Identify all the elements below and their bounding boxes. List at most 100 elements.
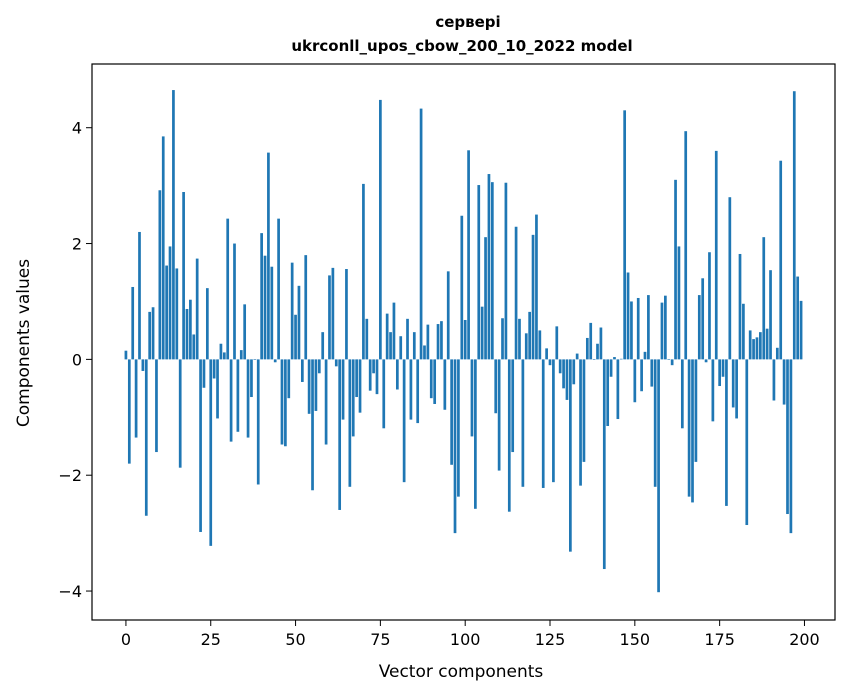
bar [792, 91, 796, 360]
bar [721, 359, 725, 377]
bar [426, 324, 430, 360]
y-tick-label: −4 [58, 582, 82, 601]
bar [555, 326, 559, 360]
bar [389, 332, 392, 360]
bar [124, 350, 128, 360]
y-axis-label: Components values [14, 259, 34, 427]
bar [307, 359, 311, 414]
bar [358, 359, 362, 413]
bar [477, 185, 481, 360]
bar [630, 301, 633, 360]
x-tick-label: 100 [450, 630, 481, 649]
bar [596, 343, 599, 360]
bar [691, 359, 694, 503]
bar [331, 267, 335, 360]
bar [619, 358, 623, 360]
bar [195, 258, 199, 360]
bar [569, 359, 572, 552]
bar [409, 359, 413, 420]
bar [345, 269, 348, 360]
bar [138, 231, 141, 360]
bar [365, 318, 369, 360]
bar [480, 306, 484, 360]
bar [406, 318, 409, 360]
bar [667, 359, 671, 360]
bar [185, 308, 189, 360]
bar [236, 359, 240, 432]
bar [189, 299, 192, 360]
bar-series [124, 90, 803, 593]
bar [151, 307, 155, 360]
bar [284, 359, 287, 447]
bar [711, 359, 715, 422]
bar [535, 214, 538, 360]
bar [165, 265, 168, 360]
bar [670, 359, 674, 366]
bar [450, 359, 453, 465]
bar [300, 359, 304, 382]
bar [297, 285, 301, 360]
bar [253, 359, 257, 360]
bar [127, 359, 131, 464]
bar [317, 359, 321, 374]
x-tick-label: 0 [121, 630, 131, 649]
bar [395, 359, 399, 390]
bar [714, 150, 718, 360]
bar [562, 359, 565, 389]
bar [708, 252, 711, 360]
bar [684, 131, 688, 360]
bar [212, 359, 216, 379]
x-tick-label: 150 [620, 630, 651, 649]
bar [470, 359, 474, 437]
bar [602, 359, 606, 570]
bar [697, 295, 701, 360]
bar [178, 359, 182, 468]
bar [263, 255, 267, 360]
bar [585, 337, 589, 360]
bar [372, 359, 375, 374]
bar [348, 359, 352, 487]
bar [558, 359, 562, 374]
x-tick-label: 175 [704, 630, 735, 649]
bar [467, 150, 470, 360]
bar [565, 359, 569, 400]
bar [368, 359, 372, 391]
bar [392, 302, 396, 360]
bar [433, 359, 437, 404]
bar [664, 295, 667, 360]
bar [738, 253, 742, 360]
bar [769, 270, 772, 360]
bar [148, 311, 152, 360]
bar [351, 359, 355, 437]
bar [742, 303, 745, 360]
bar [609, 359, 613, 377]
x-tick-label: 25 [201, 630, 221, 649]
bar [463, 319, 467, 360]
bar [399, 336, 403, 360]
bar [256, 359, 260, 485]
bar [460, 215, 464, 360]
y-tick-label: 2 [72, 235, 82, 254]
bar [504, 182, 508, 360]
bar [704, 359, 708, 363]
bar [260, 233, 263, 360]
x-tick-label: 125 [535, 630, 566, 649]
bar [579, 359, 582, 486]
bar [341, 359, 345, 420]
bar [626, 272, 630, 360]
bar [273, 359, 277, 363]
bar [429, 359, 433, 399]
bar [209, 359, 213, 546]
bar [334, 359, 338, 367]
bar [789, 359, 793, 534]
bar [172, 90, 175, 360]
bar [501, 318, 504, 360]
bar [379, 99, 382, 360]
y-tick-label: −2 [58, 466, 82, 485]
x-axis-ticks: 0 25 50 75 100 125 150 175 200 [121, 620, 820, 649]
bar [402, 359, 406, 483]
bar [375, 359, 379, 395]
bar [144, 359, 148, 516]
bar [725, 359, 728, 506]
bar [270, 266, 274, 360]
